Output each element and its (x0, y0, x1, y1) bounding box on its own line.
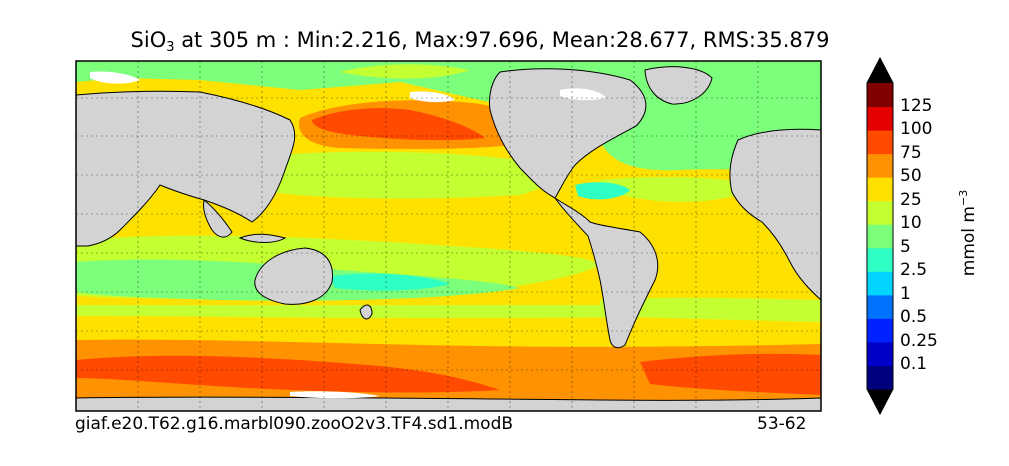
years-range: 53-62 (757, 414, 807, 434)
chart-title: SiO3 at 305 m : Min:2.216, Max:97.696, M… (130, 28, 830, 55)
colorbar-tick-label: 2.5 (900, 260, 928, 281)
colorbar-segment (867, 247, 893, 272)
colorbar (866, 56, 894, 416)
map-frame (75, 60, 822, 412)
colorbar-extend-max (867, 58, 893, 83)
colorbar-tick-label: 0.5 (900, 307, 928, 328)
colorbar-tick-label: 75 (900, 142, 922, 163)
colorbar-tick-label: 125 (900, 95, 933, 116)
colorbar-segment (867, 224, 893, 249)
colorbar-tick-label: 5 (900, 236, 911, 257)
npac-lgreen (270, 151, 550, 199)
colorbar-segment (867, 106, 893, 131)
colorbar-tick-label: 50 (900, 166, 922, 187)
colorbar-tick-label: 0.1 (900, 354, 928, 375)
colorbar-segment (867, 271, 893, 296)
colorbar-segment (867, 318, 893, 343)
colorbar-segment (867, 294, 893, 319)
natl-lgreen (600, 177, 760, 202)
sea-ice (90, 71, 606, 399)
so-red-west (76, 355, 500, 393)
colorbar-tick-label: 1 (900, 283, 911, 304)
colorbar-segment (867, 200, 893, 225)
arctic-ylgreen (340, 64, 470, 79)
colorbar-extend-min (867, 389, 893, 414)
graticule (76, 61, 821, 411)
colorbar-tick-label: 0.25 (900, 330, 938, 351)
colorbar-segment (867, 153, 893, 178)
south-teal-pool (330, 273, 450, 291)
case-name: giaf.e20.T62.g16.marbl090.zooO2v3.TF4.sd… (75, 414, 514, 434)
colorbar-segment (867, 365, 893, 390)
colorbar-segment (867, 177, 893, 202)
npac-red (312, 108, 485, 141)
colorbar-segment (867, 130, 893, 155)
colorbar-tick-label: 100 (900, 119, 933, 140)
colorbar-segment (867, 341, 893, 366)
colorbar-tick-label: 25 (900, 189, 922, 210)
so-red-east (640, 353, 821, 395)
map-field (76, 61, 821, 411)
colorbar-unit-label: mmol m−3 (957, 189, 979, 277)
land (76, 66, 821, 411)
so-yellow (76, 318, 821, 345)
colorbar-frame (866, 56, 894, 416)
colorbar-segment (867, 83, 893, 108)
carib-teal (575, 182, 630, 200)
colorbar-tick-label: 10 (900, 213, 922, 234)
